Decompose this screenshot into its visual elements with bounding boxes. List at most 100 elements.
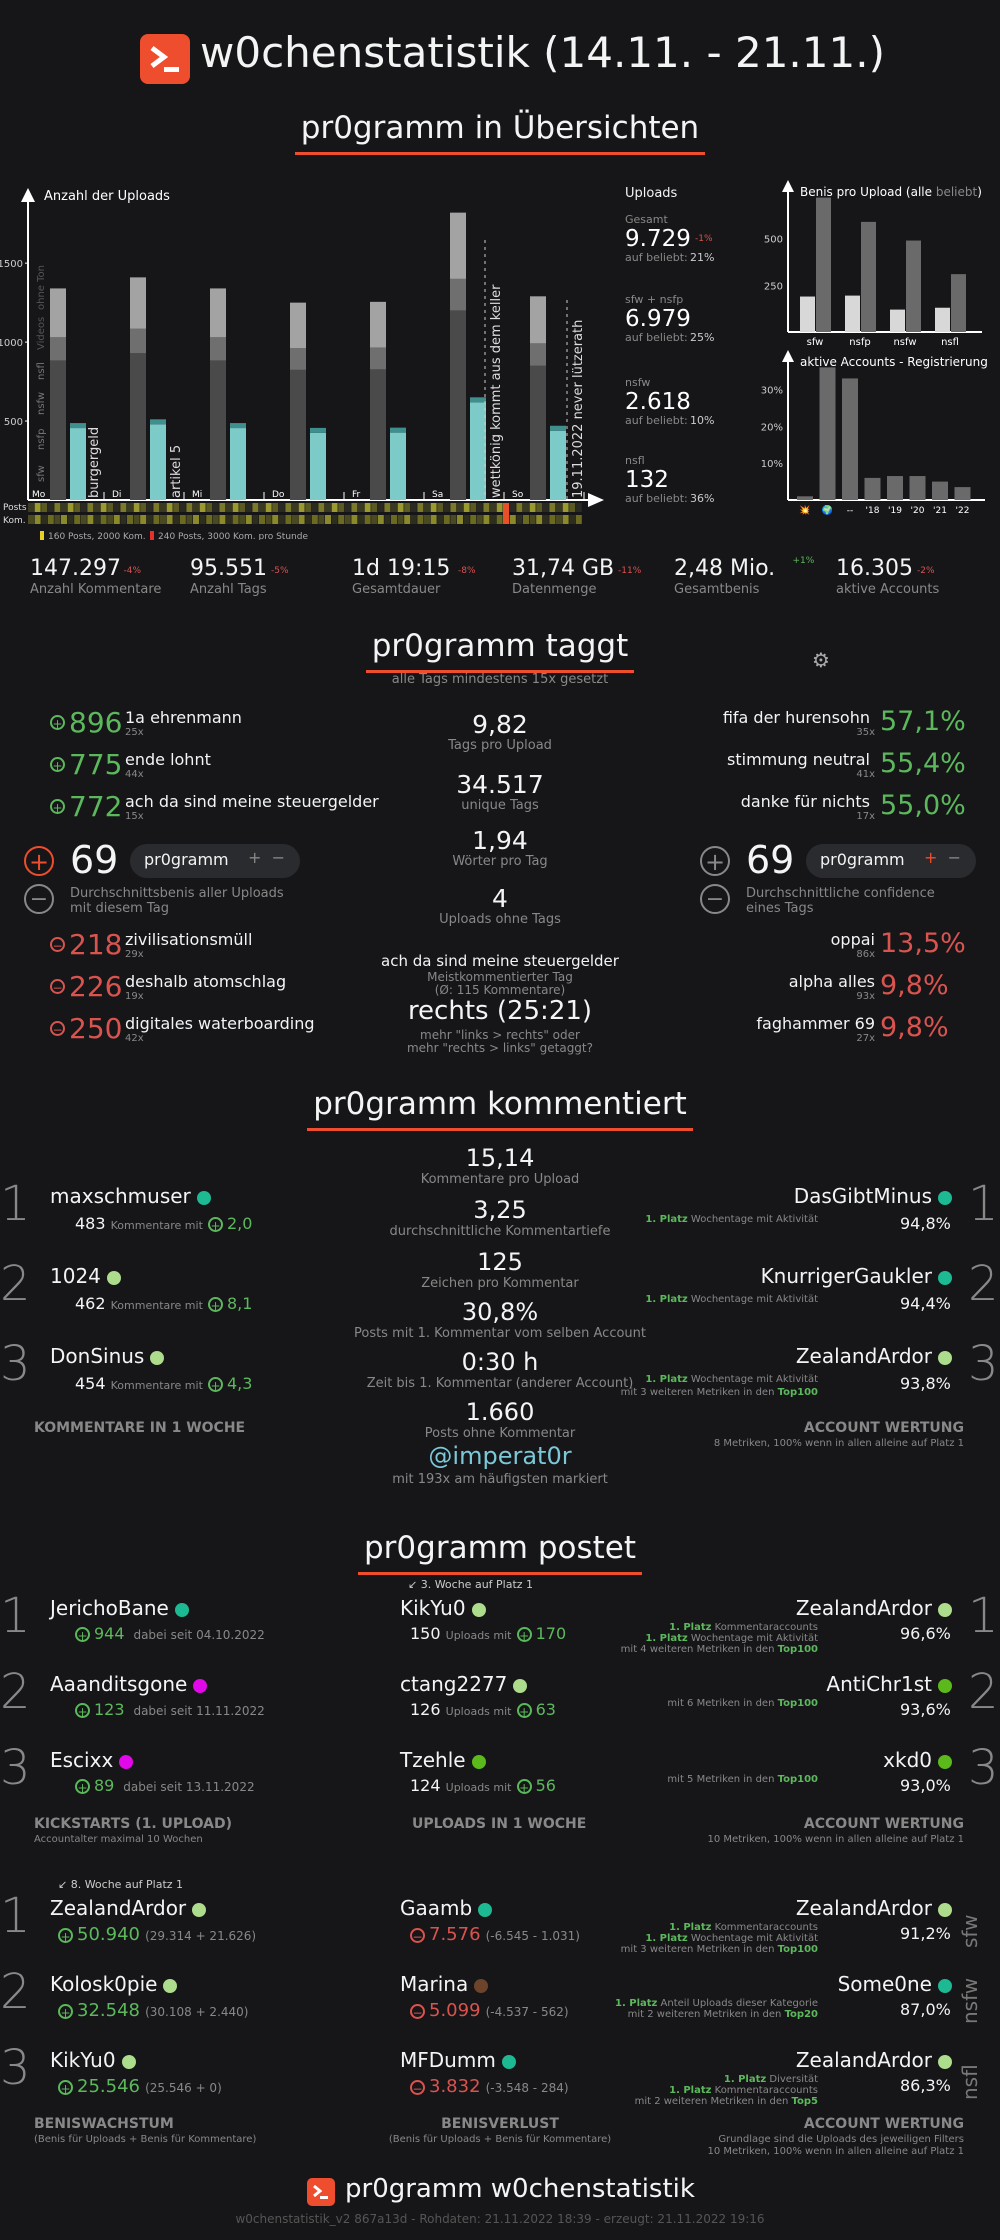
section-heading: KICKSTARTS (1. UPLOAD) — [34, 1816, 232, 1832]
plus-circle-icon: + — [75, 1779, 90, 1795]
streak-note: ↙ 3. Woche auf Platz 1 — [408, 1578, 534, 1591]
section-subheading: Grundlage sind die Uploads des jeweilige… — [718, 2134, 964, 2145]
total-delta: -5% — [271, 566, 289, 576]
rank-number: 3 — [0, 1740, 31, 1796]
links-rechts-label: mehr "links > rechts" oder — [420, 1028, 580, 1042]
rank-number: 3 — [968, 1336, 999, 1392]
footer-meta: w0chenstatistik_v2 867a13d - Rohdaten: 2… — [235, 2212, 765, 2226]
rank-number: 2 — [968, 1664, 999, 1720]
heat-cell-posts — [536, 503, 543, 512]
row-label: Kom. — [3, 516, 26, 526]
heat-cell-comments — [476, 515, 483, 524]
total-label: Datenmenge — [512, 582, 597, 597]
benis-grow-user: ZealandArdor — [50, 1896, 207, 1920]
tag-top-name: 1a ehrenmann — [125, 708, 242, 727]
comment-stat-value: 3,25 — [473, 1196, 527, 1224]
conf-top-count: 17x — [856, 811, 875, 822]
avg-confidence-value: 69 — [746, 838, 795, 882]
heat-cell-posts — [80, 503, 87, 512]
heat-cell-comments — [179, 515, 186, 524]
heat-cell-comments — [94, 515, 100, 524]
heat-cell-comments — [351, 515, 358, 524]
heat-cell-posts — [509, 503, 516, 512]
heat-cell-comments — [61, 515, 67, 524]
heat-cell-posts — [160, 503, 166, 512]
heat-cell-posts — [397, 503, 404, 512]
footer-title: pr0gramm w0chenstatistik — [345, 2174, 695, 2204]
total-delta: -2% — [917, 566, 935, 576]
plus-circle-icon: + — [50, 715, 65, 731]
heat-cell-comments — [457, 515, 463, 524]
account-name: ZealandArdor — [620, 1596, 952, 1620]
heat-cell-posts — [272, 503, 279, 512]
heat-cell-posts — [133, 503, 140, 512]
tag-bottom-score: −250 — [50, 1012, 122, 1045]
bar-nsfp — [50, 360, 66, 500]
heat-cell-comments — [219, 515, 226, 524]
heat-cell-posts — [292, 503, 298, 512]
heat-cell-posts — [47, 503, 54, 512]
bar-accounts — [864, 477, 881, 500]
user-badge-dot — [938, 1902, 952, 1917]
y-axis-arrow — [21, 188, 35, 202]
section-heading: UPLOADS IN 1 WOCHE — [412, 1816, 587, 1832]
heat-cell-posts — [463, 503, 470, 512]
account-score: 93,0% — [900, 1776, 951, 1795]
user-badge-dot — [501, 2054, 516, 2069]
tag-bottom-count: 19x — [125, 991, 144, 1002]
upvote-button[interactable]: + — [24, 846, 54, 876]
filter-tag-label: nsfw — [958, 1977, 982, 2024]
conf-top-pct: 57,1% — [880, 706, 966, 737]
heat-cell-comments — [206, 515, 213, 524]
heat-cell-comments — [384, 515, 391, 524]
y-tick-label: 10% — [761, 459, 783, 470]
x-tick-label: 💥 — [799, 504, 810, 516]
account-name: KnurrigerGaukler — [620, 1264, 952, 1288]
comment-stat-value: 125 — [477, 1248, 523, 1276]
upvote-button[interactable]: + — [700, 846, 730, 876]
x-tick-label: '18 — [866, 506, 880, 516]
heat-cell-posts — [417, 503, 424, 512]
heat-cell-posts — [569, 503, 576, 512]
heat-cell-posts — [450, 503, 457, 512]
legend-label: 160 Posts, 2000 Kom. — [48, 532, 146, 540]
account-metric-line: mit 2 weiteren Metriken in den Top20 — [627, 2009, 818, 2020]
rank-number: 1 — [968, 1588, 999, 1644]
tag-pill-label: pr0gramm — [820, 850, 905, 869]
bar-all — [890, 309, 905, 332]
commenter-stats: 483 Kommentare mit +2,0 — [75, 1214, 253, 1233]
uploader-stats: 150 Uploads mit +170 — [410, 1624, 567, 1643]
tag-pill[interactable] — [130, 844, 300, 878]
heat-cell-posts — [74, 503, 81, 512]
heat-cell-posts — [490, 503, 496, 512]
heat-cell-comments — [318, 515, 325, 524]
beliebt-label: auf beliebt: — [625, 492, 688, 505]
bar-nsfp — [290, 369, 306, 500]
user-badge-dot — [150, 1350, 165, 1365]
heat-cell-posts — [219, 503, 226, 512]
commenter-stats: 462 Kommentare mit +8,1 — [75, 1294, 253, 1313]
benis-grow-stats: +32.548 (30.108 + 2.440) — [58, 2000, 248, 2021]
section-heading: ACCOUNT WERTUNG — [803, 1420, 964, 1436]
heat-cell-posts — [245, 503, 252, 512]
comment-stat-label: Zeit bis 1. Kommentar (anderer Account) — [366, 1376, 634, 1391]
tags-subtitle: alle Tags mindestens 15x gesetzt — [391, 672, 609, 687]
heat-cell-comments — [173, 515, 180, 524]
heat-cell-comments — [542, 515, 549, 524]
tag-stat-value: 1,94 — [472, 826, 528, 855]
bar-nsfl — [70, 423, 86, 429]
heat-cell-comments — [463, 515, 470, 524]
plus-circle-icon: + — [50, 757, 65, 773]
downvote-button[interactable]: − — [700, 884, 730, 914]
downvote-button[interactable]: − — [24, 884, 54, 914]
heat-cell-posts — [305, 503, 312, 512]
upload-count: 6.979 — [625, 306, 691, 332]
bar-accounts — [909, 476, 926, 500]
rank-number: 2 — [968, 1256, 999, 1312]
benis-loss-stats: −5.099 (-4.537 - 562) — [410, 2000, 569, 2021]
tag-pill[interactable] — [806, 844, 976, 878]
x-tick-label: Sa — [432, 490, 443, 500]
heat-cell-comments — [325, 515, 331, 524]
heat-cell-posts — [523, 503, 529, 512]
plus-circle-icon: + — [75, 1627, 90, 1643]
